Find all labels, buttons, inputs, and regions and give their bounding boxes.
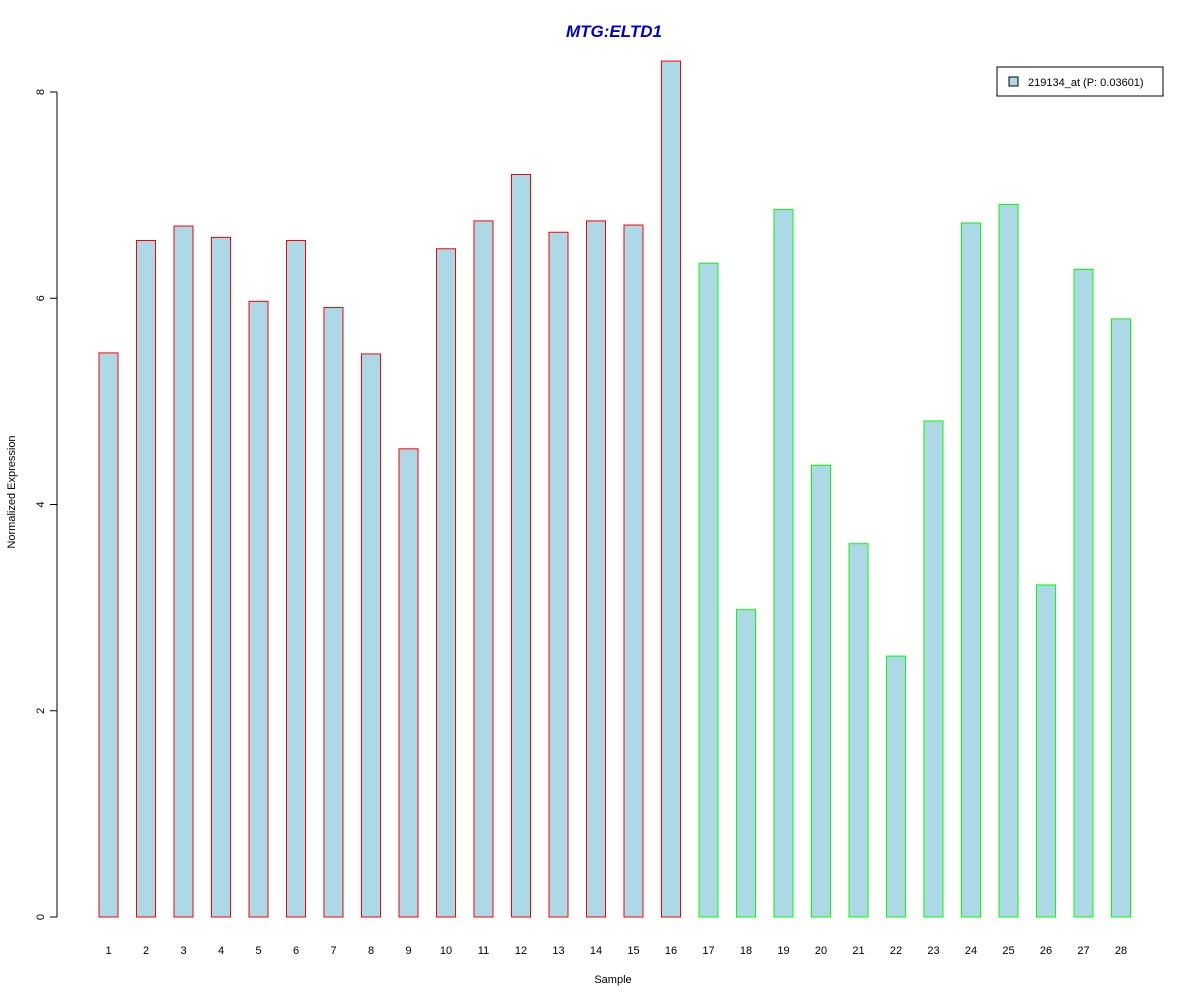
- chart-title: MTG:ELTD1: [566, 22, 662, 41]
- x-tick-label: 11: [478, 945, 489, 957]
- y-tick-label: 2: [35, 708, 47, 714]
- bar: [173, 225, 194, 918]
- x-tick-label: 13: [552, 945, 564, 957]
- bar: [923, 420, 944, 918]
- x-tick-label: 18: [740, 945, 752, 957]
- legend: 219134_at (P: 0.03601): [996, 66, 1164, 97]
- bar: [548, 231, 569, 918]
- bar: [398, 448, 419, 918]
- x-tick-label: 10: [440, 945, 452, 957]
- x-tick-label: 22: [890, 945, 902, 957]
- bar: [473, 220, 494, 918]
- x-tick-label: 28: [1115, 945, 1127, 957]
- bar: [136, 240, 156, 918]
- x-tick-label: 20: [815, 945, 827, 957]
- x-tick-label: 16: [665, 945, 677, 957]
- x-tick-label: 5: [255, 945, 261, 957]
- bar: [1111, 318, 1131, 918]
- y-tick-label: 6: [35, 295, 47, 301]
- x-tick-label: 8: [368, 945, 374, 957]
- x-tick-label: 25: [1002, 945, 1014, 957]
- bar: [623, 224, 644, 918]
- x-tick-label: 14: [590, 945, 602, 957]
- x-tick-label: 21: [852, 945, 864, 957]
- bar: [736, 609, 756, 918]
- bar: [286, 240, 306, 918]
- x-tick-label: 4: [218, 945, 224, 957]
- x-axis-label: Sample: [594, 974, 631, 986]
- legend-label: 219134_at (P: 0.03601): [1028, 77, 1144, 89]
- bar: [661, 60, 681, 918]
- bar: [1073, 268, 1094, 918]
- y-tick-label: 0: [35, 914, 47, 920]
- bar: [323, 307, 344, 918]
- x-tick-label: 3: [180, 945, 186, 957]
- legend-box: [996, 66, 1164, 97]
- x-tick-label: 2: [143, 945, 149, 957]
- bar: [98, 352, 119, 918]
- x-tick-label: 17: [702, 945, 714, 957]
- x-tick-label: 7: [330, 945, 336, 957]
- x-tick-label: 26: [1040, 945, 1052, 957]
- bar: [211, 236, 231, 918]
- legend-swatch: [1008, 76, 1019, 87]
- x-tick-label: 12: [515, 945, 527, 957]
- x-tick-label: 1: [105, 945, 111, 957]
- bar: [886, 655, 906, 918]
- bars: [98, 60, 1131, 918]
- bar: [248, 300, 269, 918]
- x-tick-label: 24: [965, 945, 977, 957]
- x-tick-label: 15: [627, 945, 639, 957]
- bar: [511, 174, 531, 918]
- bar: [961, 222, 981, 918]
- bar: [811, 464, 831, 918]
- y-axis-label: Normalized Expression: [6, 435, 18, 548]
- y-tick-label: 8: [35, 89, 47, 95]
- bar: [436, 248, 456, 918]
- bar: [1036, 584, 1056, 918]
- x-tick-label: 27: [1077, 945, 1089, 957]
- x-tick-label: 9: [405, 945, 411, 957]
- bar: [848, 543, 869, 918]
- x-axis: 1 2 3 4 5 6 7 8 9 10 11 12 13 14 15 16 17 18 19 20 21 22 23 24 2…: [105, 945, 1127, 957]
- y-axis: 0 2 4 6 8: [35, 89, 58, 920]
- bar: [773, 209, 794, 918]
- x-tick-label: 23: [927, 945, 939, 957]
- y-tick-label: 4: [35, 501, 47, 507]
- bar: [998, 203, 1019, 918]
- x-tick-label: 19: [777, 945, 789, 957]
- bar: [361, 353, 381, 918]
- bar: [698, 262, 719, 918]
- x-tick-label: 6: [293, 945, 299, 957]
- bar: [586, 220, 606, 918]
